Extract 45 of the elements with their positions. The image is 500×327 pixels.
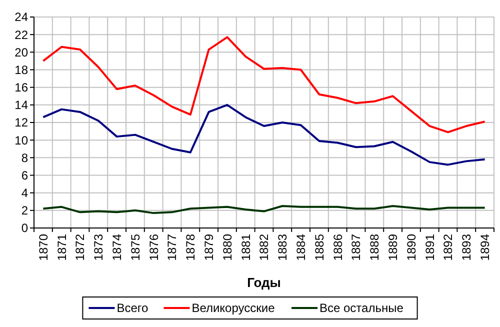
- x-tick-label: 1874: [110, 234, 124, 261]
- x-tick-label: 1888: [368, 234, 382, 261]
- line-series: [42, 36, 486, 134]
- y-tick-label: 8: [21, 150, 28, 165]
- y-tick-label: 20: [14, 45, 28, 60]
- x-tick-label: 1886: [330, 234, 345, 261]
- y-tick-label: 2: [21, 204, 28, 218]
- x-axis-title: Годы: [247, 275, 281, 290]
- y-tick-label: 16: [14, 80, 28, 95]
- x-tick-label: 1881: [238, 234, 253, 261]
- x-tick-label: 1879: [202, 234, 216, 261]
- x-tick-label: 1871: [54, 234, 69, 261]
- x-tick-label: 1872: [73, 234, 88, 261]
- x-tick-label: 1893: [460, 234, 474, 261]
- line-series: [42, 205, 486, 214]
- x-tick-label: 1885: [312, 234, 326, 261]
- x-tick-label: 1870: [36, 234, 50, 261]
- y-tick-label: 10: [14, 133, 28, 148]
- x-tick-label: 1891: [422, 234, 437, 261]
- x-tick-label: 1875: [128, 234, 142, 261]
- y-tick-label: 0: [21, 221, 28, 236]
- y-tick-label: 4: [21, 186, 28, 200]
- legend-label: Всего: [116, 301, 148, 316]
- y-tick-label: 12: [14, 116, 28, 130]
- x-tick-label: 1878: [184, 234, 198, 261]
- x-tick-label: 1877: [165, 234, 180, 261]
- x-tick-label: 1876: [146, 234, 161, 261]
- y-tick-label: 18: [14, 62, 28, 77]
- legend-label: Все остальные: [320, 301, 404, 316]
- y-tick-label: 24: [14, 10, 28, 24]
- x-tick-label: 1880: [220, 234, 234, 261]
- line-series: [42, 104, 486, 166]
- x-tick-label: 1889: [386, 234, 400, 261]
- x-tick-label: 1887: [349, 234, 364, 261]
- x-tick-label: 1882: [257, 234, 272, 261]
- x-tick-label: 1883: [276, 234, 290, 261]
- y-tick-label: 14: [14, 98, 28, 112]
- x-tick-label: 1884: [294, 234, 308, 261]
- y-tick-label: 22: [14, 28, 28, 42]
- x-tick-label: 1873: [92, 234, 106, 261]
- x-tick-label: 1892: [441, 234, 456, 261]
- legend-label: Великорусские: [192, 301, 276, 316]
- x-tick-label: 1890: [404, 234, 418, 261]
- x-tick-label: 1894: [478, 234, 492, 261]
- y-tick-label: 6: [21, 168, 28, 182]
